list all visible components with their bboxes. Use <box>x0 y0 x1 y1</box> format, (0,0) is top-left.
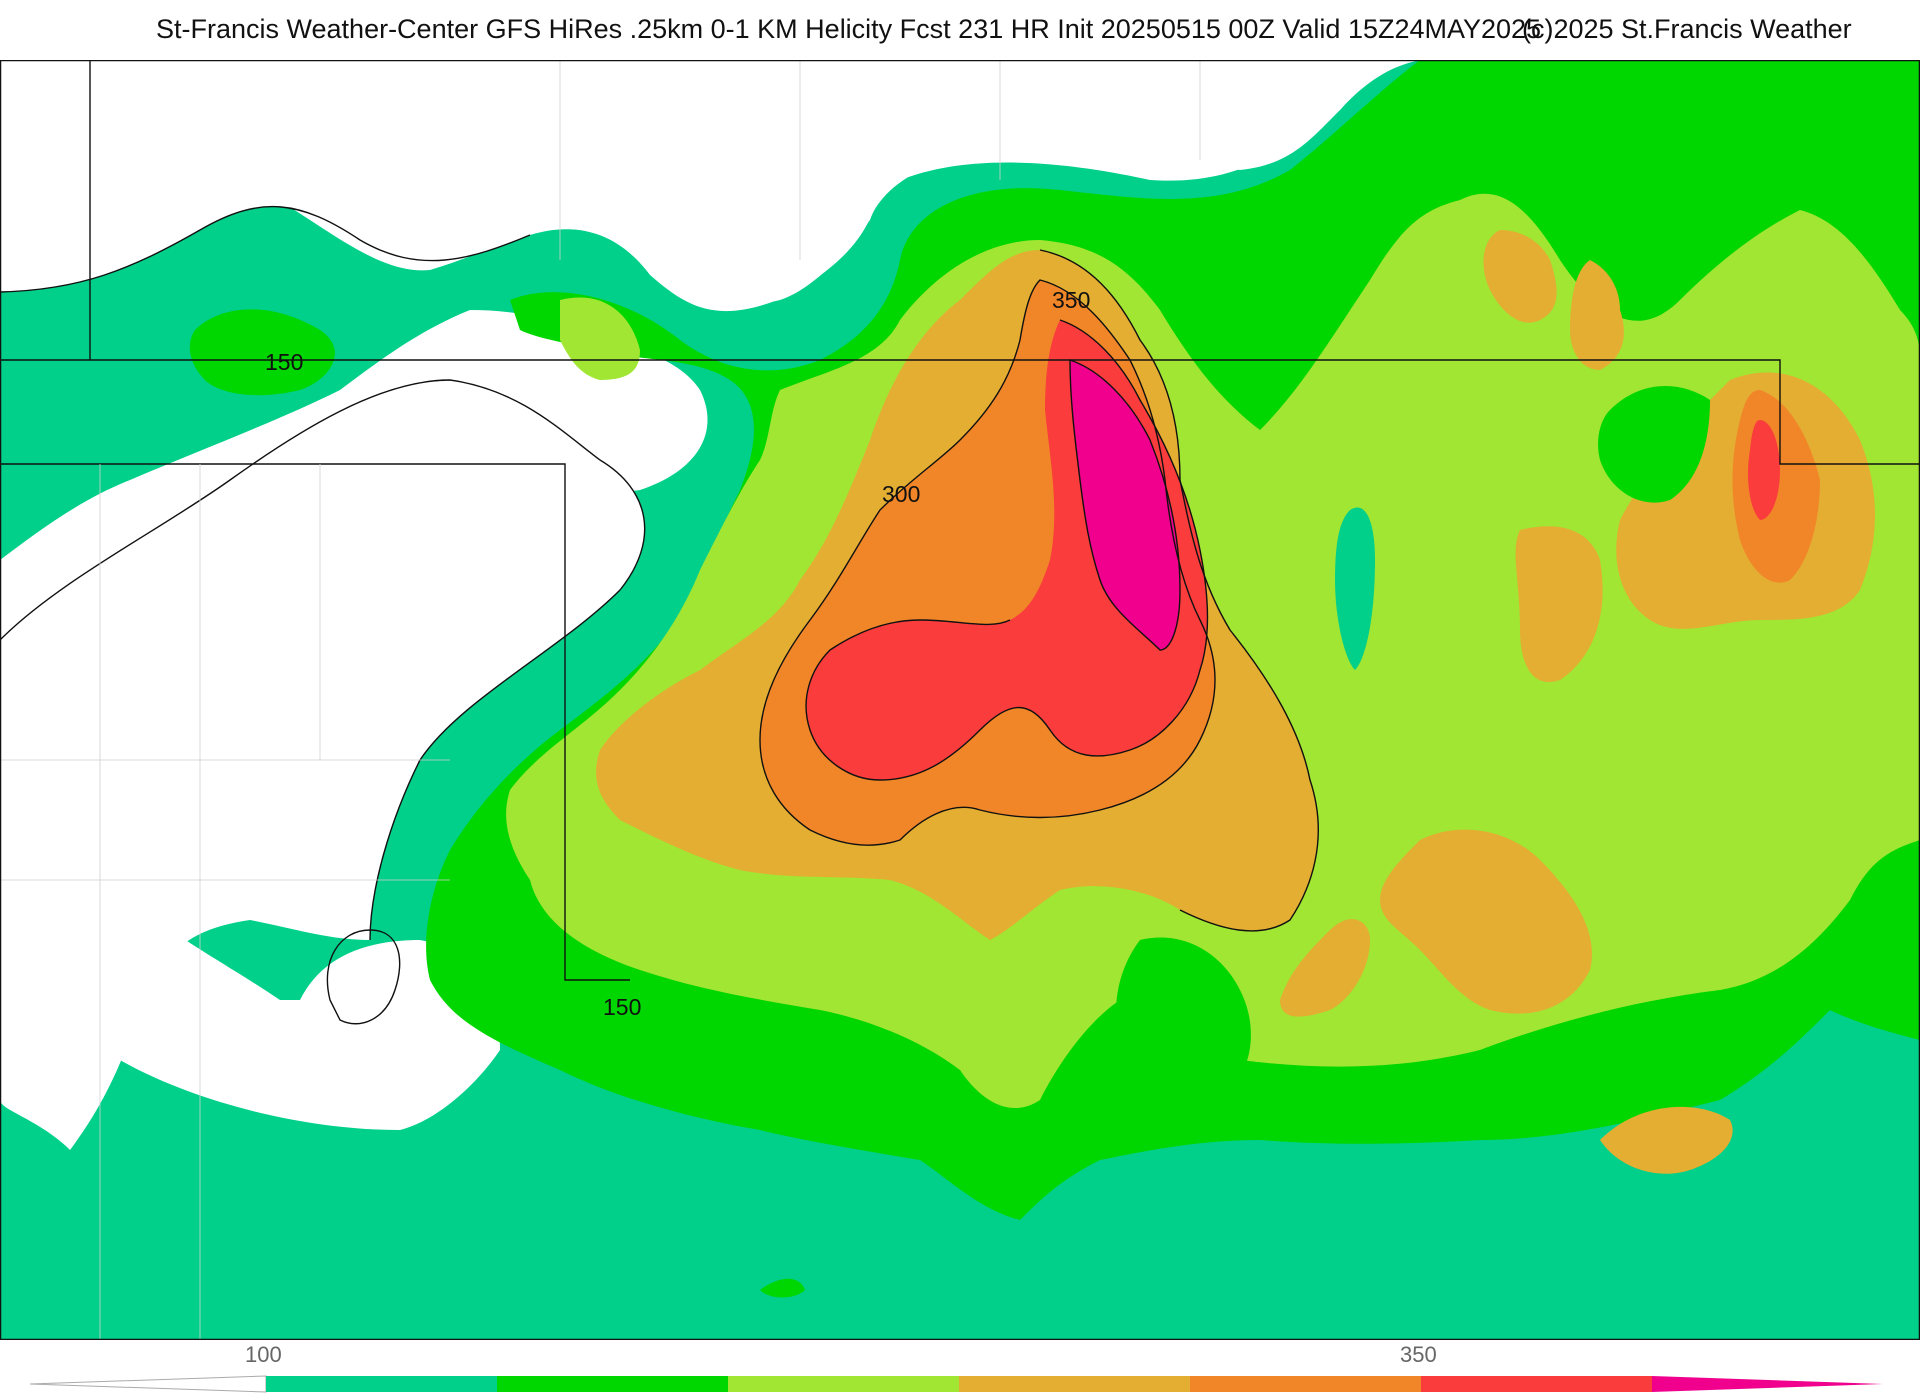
legend-swatch-6 <box>1652 1376 1883 1392</box>
legend-swatch-2 <box>728 1376 959 1392</box>
contour-label-350: 350 <box>1052 287 1090 313</box>
county-grid <box>0 60 1201 1340</box>
legend-swatch-1 <box>497 1376 728 1392</box>
color-legend <box>29 1374 1890 1394</box>
contour-lines <box>0 60 1920 1025</box>
legend-swatch-0 <box>266 1376 497 1392</box>
contour-label-300: 300 <box>882 481 920 507</box>
legend-swatch-4 <box>1190 1376 1421 1392</box>
legend-swatch-3 <box>959 1376 1190 1392</box>
map-title: St-Francis Weather-Center GFS HiRes .25k… <box>156 14 1542 44</box>
contour-label-150-south: 150 <box>603 994 641 1020</box>
small-green-cell <box>760 1278 805 1298</box>
legend-label-high: 350 <box>1400 1342 1437 1367</box>
band-400-plus <box>1070 360 1180 650</box>
helicity-map: 150 150 300 350 <box>0 60 1920 1340</box>
legend-swatch-5 <box>1421 1376 1652 1392</box>
green-island <box>1598 386 1710 503</box>
legend-label-low: 100 <box>245 1342 282 1367</box>
teal-island <box>1335 507 1375 670</box>
legend-swatch-below <box>29 1375 267 1393</box>
green-wedge <box>1116 937 1251 1108</box>
map-title-bar: St-Francis Weather-Center GFS HiRes .25k… <box>0 14 1920 54</box>
contour-label-150-north: 150 <box>265 349 303 375</box>
map-canvas: 150 150 300 350 <box>0 60 1920 1340</box>
copyright-text: (c)2025 St.Francis Weather <box>1522 14 1852 44</box>
legend-svg <box>29 1375 1883 1393</box>
